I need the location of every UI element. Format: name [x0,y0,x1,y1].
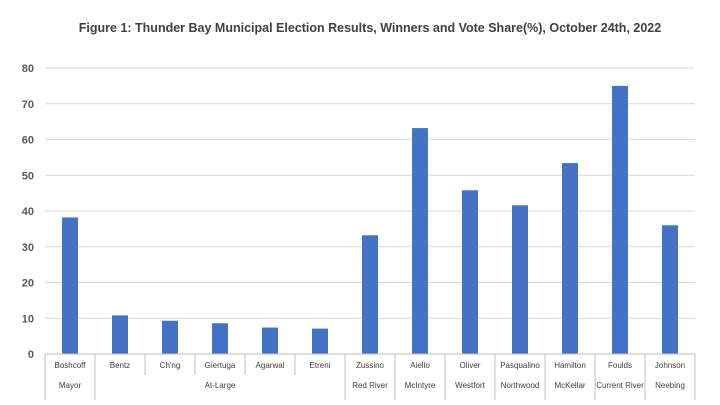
x-tick-label: Agarwal [256,361,285,370]
y-tick-label: 70 [22,99,34,111]
group-label: McIntyre [405,381,436,390]
y-tick-label: 20 [22,278,34,290]
bar-etreni [312,328,328,354]
bar-foulds [612,85,628,354]
x-tick-label: Foulds [608,361,632,370]
bar-chng [162,320,178,354]
x-tick-label: Zussino [356,361,385,370]
bars [62,85,678,354]
bar-pasqualino [512,205,528,354]
x-tick-label: Johnson [655,361,685,370]
bar-giertuga [212,323,228,354]
group-label: Northwood [501,381,540,390]
group-label: Neebing [655,381,685,390]
group-label: McKellar [554,381,585,390]
bar-johnson [662,225,678,354]
y-tick-label: 0 [28,349,34,361]
x-tick-label: Bentz [110,361,130,370]
bar-zussino [362,235,378,354]
y-tick-label: 50 [22,170,34,182]
bar-boshcoff [62,217,78,354]
group-label: At-Large [205,381,236,390]
bar-agarwal [262,327,278,354]
y-tick-label: 30 [22,242,34,254]
bar-aiello [412,128,428,354]
bar-bentz [112,315,128,354]
x-tick-label: Boshcoff [55,361,87,370]
x-tick-label: Aiello [410,361,430,370]
x-tick-label: Oliver [460,361,481,370]
y-tick-label: 60 [22,135,34,147]
y-tick-label: 10 [22,313,34,325]
x-tick-label: Ch'ng [160,361,181,370]
y-axis-ticks: 0 10 20 30 40 50 60 70 80 [22,63,34,361]
bar-hamilton [562,163,578,354]
x-axis: Boshcoff Bentz Ch'ng Giertuga Agarwal Etreni Z… [44,353,696,400]
group-label: Current River [596,381,644,390]
chart-title: Figure 1: Thunder Bay Municipal Election… [78,21,662,35]
x-tick-label: Pasqualino [500,361,540,370]
group-label: Westfort [455,381,485,390]
bar-oliver [462,190,478,354]
group-label: Red River [352,381,388,390]
group-label: Mayor [59,381,82,390]
y-tick-label: 40 [22,206,34,218]
x-tick-label: Giertuga [205,361,236,370]
x-tick-label: Hamilton [554,361,586,370]
x-tick-label: Etreni [310,361,331,370]
y-tick-label: 80 [22,63,34,75]
